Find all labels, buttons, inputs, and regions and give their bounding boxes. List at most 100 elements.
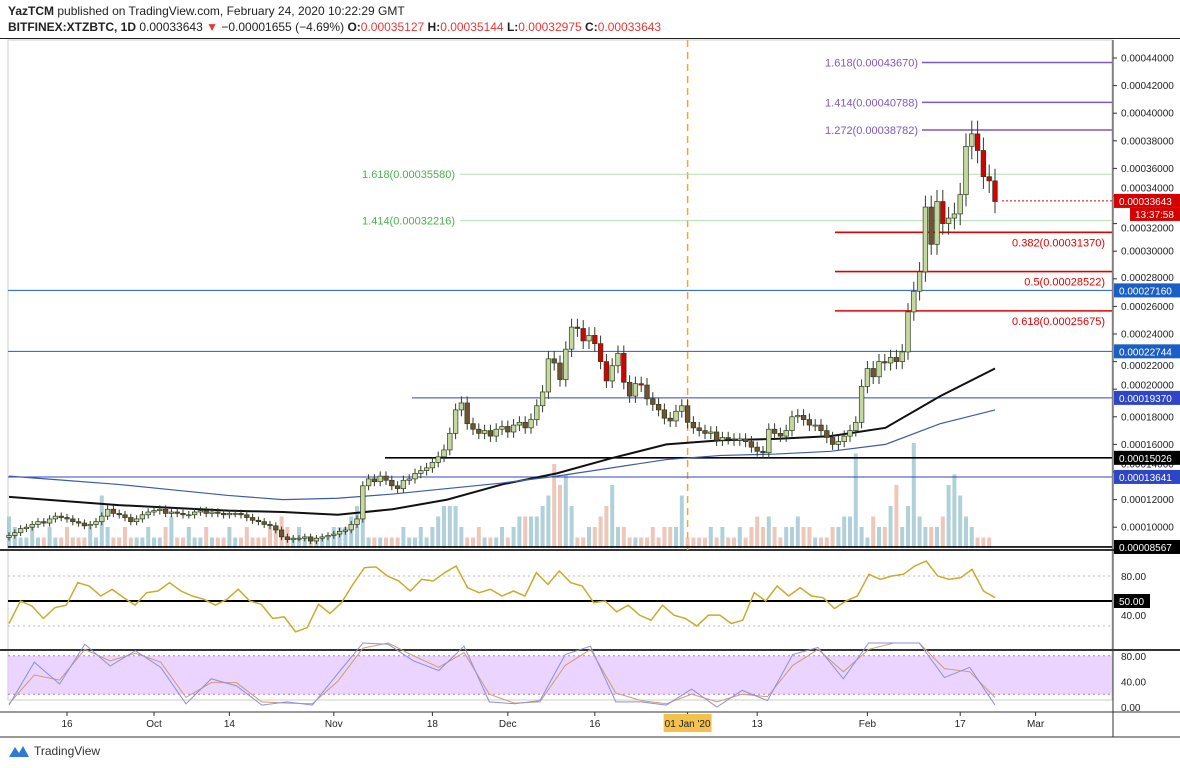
volume-bar — [668, 527, 673, 548]
candle-body — [215, 511, 221, 514]
candle-body — [650, 398, 656, 405]
candle-body — [348, 524, 354, 531]
candle-body — [899, 351, 905, 362]
last-price-tag-label: 0.00033643 — [1119, 197, 1172, 208]
candle-body — [702, 430, 708, 434]
volume-bar — [749, 527, 754, 548]
candle-body — [539, 391, 546, 407]
volume-bar — [911, 443, 916, 548]
volume-bar — [679, 495, 684, 548]
candle-body — [841, 435, 847, 442]
price-chart[interactable]: 0.00044000 0.00042000 0.00040000 0.00038000… — [0, 0, 1180, 740]
down-arrow-icon: ▼ — [206, 20, 218, 34]
candle-body — [557, 362, 563, 380]
candle-body — [394, 485, 401, 489]
close-value: 0.00033643 — [597, 20, 662, 34]
volume-bar — [969, 527, 974, 548]
x-tick-label: Nov — [325, 719, 343, 730]
candle-body — [174, 511, 180, 514]
x-tick-label: 16 — [61, 719, 73, 730]
volume-bar — [186, 527, 191, 548]
candle-body — [255, 519, 262, 523]
candle-body — [81, 522, 88, 527]
volume-bar — [900, 527, 905, 548]
candle-body — [139, 514, 146, 520]
candle-body — [447, 433, 453, 451]
volume-bar — [250, 537, 255, 548]
volume-bar — [871, 516, 876, 548]
volume-bar — [865, 537, 870, 548]
volume-bar — [975, 537, 980, 548]
volume-bar — [181, 537, 185, 548]
volume-bar — [656, 537, 661, 548]
volume-bar — [192, 537, 197, 548]
volume-bar — [256, 537, 261, 548]
candle-body — [731, 438, 737, 441]
volume-bar — [47, 527, 52, 548]
candle-body — [23, 526, 30, 529]
volume-bar — [239, 537, 243, 548]
price-tag — [1114, 344, 1180, 359]
candle-body — [748, 441, 755, 448]
volume-bar — [906, 506, 910, 548]
volume-bar — [882, 527, 887, 548]
volume-bar — [964, 516, 968, 548]
rsi-level-label: 50.00 — [1119, 597, 1144, 608]
fib-extension-label: 1.414(0.00040788) — [825, 97, 918, 109]
volume-bar — [697, 537, 702, 548]
candle-body — [122, 514, 128, 518]
volume-bar — [65, 527, 69, 548]
tradingview-logo-icon — [9, 746, 29, 757]
candle-body — [220, 513, 227, 516]
candle-body — [58, 515, 64, 518]
volume-bar — [674, 527, 678, 548]
volume-bar — [128, 537, 133, 548]
candle-body — [835, 441, 842, 445]
x-tick-label: 01 Jan '20 — [665, 719, 711, 730]
rsi-level-label: 40.00 — [1121, 611, 1146, 622]
symbol-name[interactable]: BITFINEX:XTZBTC, 1D — [8, 20, 136, 34]
candle-body — [400, 479, 407, 489]
candle-body — [12, 532, 18, 536]
volume-bar — [41, 537, 46, 548]
volume-bar — [227, 527, 232, 548]
volume-bar — [610, 485, 615, 548]
volume-bar — [111, 537, 116, 548]
candle-body — [46, 518, 53, 524]
volume-bar — [320, 537, 325, 548]
candle-body — [992, 180, 998, 202]
author-name[interactable]: YazTCM — [8, 4, 55, 18]
candle-body — [261, 521, 267, 525]
y-tick-label: 0.00014000 — [1121, 459, 1174, 470]
candle-body — [180, 513, 186, 516]
volume-bar — [268, 527, 272, 548]
candle-body — [406, 478, 412, 481]
x-tick-label: 17 — [955, 719, 967, 730]
candle-body — [609, 365, 615, 382]
candle-body — [278, 529, 285, 538]
volume-bar — [82, 537, 87, 548]
y-tick-label: 0.00018000 — [1121, 412, 1174, 423]
fib-retracement-label: 0.5(0.00028522) — [1024, 277, 1105, 289]
y-tick-label: 0.00030000 — [1121, 247, 1174, 258]
candle-body — [203, 510, 209, 514]
candle-body — [209, 511, 215, 514]
candle-body — [800, 415, 807, 420]
tradingview-logo[interactable]: TradingView — [8, 743, 100, 759]
candle-body — [592, 335, 598, 345]
price-tag-label: 0.00015026 — [1119, 454, 1172, 465]
candle-body — [864, 368, 871, 387]
price-tag — [1114, 450, 1180, 465]
symbol-line: BITFINEX:XTZBTC, 1D 0.00033643 ▼ −0.0000… — [8, 19, 661, 35]
volume-bar — [824, 537, 829, 548]
candle-body — [934, 201, 940, 245]
y-tick-label: 0.00022000 — [1121, 361, 1174, 372]
candle-body — [499, 426, 505, 430]
candle-body — [197, 510, 204, 513]
header-divider — [0, 38, 1180, 39]
candle-body — [389, 479, 395, 487]
highlighted-date-tag — [663, 714, 712, 732]
price-tag — [1114, 283, 1180, 298]
volume-bar — [337, 527, 342, 548]
y-tick-label: 0.00040000 — [1121, 109, 1174, 120]
